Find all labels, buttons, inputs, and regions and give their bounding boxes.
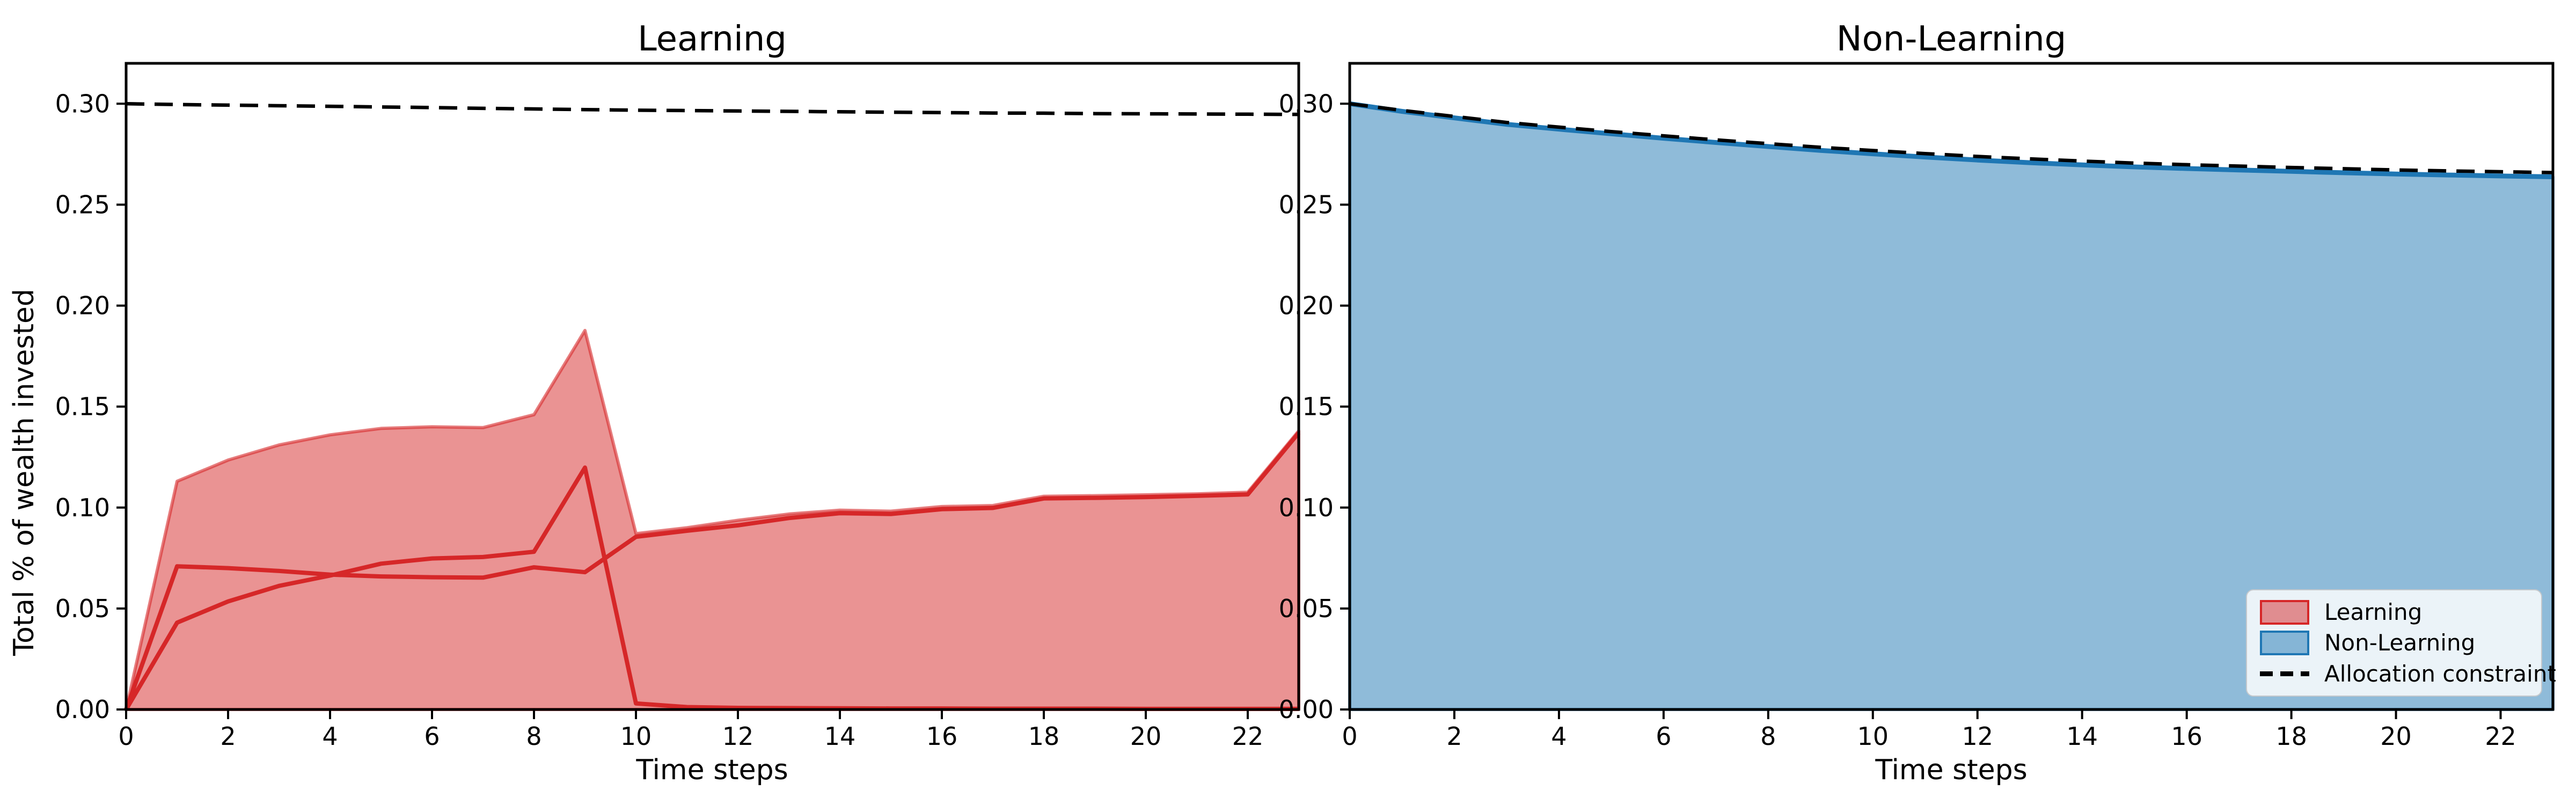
y-tick-label: 0.15 <box>1279 392 1334 421</box>
legend: Learning Non-Learning Allocation constra… <box>2246 589 2556 697</box>
y-tick-label: 0.10 <box>55 493 110 522</box>
x-tick-label: 14 <box>2066 722 2098 751</box>
x-tick-label: 20 <box>2380 722 2412 751</box>
non-learning-panel-title: Non-Learning <box>1836 19 2067 59</box>
y-tick-label: 0.05 <box>1279 594 1334 623</box>
x-axis-label-learning: Time steps <box>635 754 788 786</box>
non-learning-axes-frame <box>1348 62 2555 711</box>
legend-label-allocation-constraint: Allocation constraint <box>2324 660 2556 687</box>
non-learning-area-swatch <box>2260 630 2309 655</box>
x-tick-label: 4 <box>1551 722 1567 751</box>
allocation-constraint-dashed-swatch <box>2260 671 2309 676</box>
x-tick-label: 2 <box>220 722 236 751</box>
legend-label-non-learning: Non-Learning <box>2324 630 2476 656</box>
x-tick-label: 6 <box>1656 722 1671 751</box>
y-axis-label: Total % of wealth invested <box>8 289 40 656</box>
x-tick-label: 22 <box>1232 722 1264 751</box>
x-tick-label: 20 <box>1130 722 1162 751</box>
y-tick-label: 0.10 <box>1279 493 1334 522</box>
non-learning-allocation-constraint <box>1349 102 2553 174</box>
x-tick-label: 16 <box>2171 722 2202 751</box>
x-tick-label: 18 <box>1028 722 1060 751</box>
x-tick-label: 10 <box>620 722 652 751</box>
y-tick-label: 0.00 <box>1279 695 1334 724</box>
x-tick-label: 12 <box>722 722 754 751</box>
learning-panel: 0 2 4 6 8 10 12 14 16 18 20 22 0.00 0.05 0.10 0.15 0.20 0… <box>55 62 1301 751</box>
y-tick-label: 0.15 <box>55 392 110 421</box>
learning-total-invested-area <box>125 328 1300 711</box>
x-tick-label: 4 <box>322 722 338 751</box>
x-tick-label: 0 <box>1342 722 1357 751</box>
non-learning-panel: 0 2 4 6 8 10 12 14 16 18 20 22 0.00 0.05 0.10 0.15 0.20 0… <box>1279 62 2555 751</box>
y-tick-label: 0.25 <box>1279 190 1334 219</box>
learning-panel-title: Learning <box>638 19 787 59</box>
y-tick-label: 0.30 <box>1279 89 1334 118</box>
x-tick-label: 8 <box>526 722 541 751</box>
y-tick-label: 0.20 <box>55 291 110 320</box>
x-tick-label: 22 <box>2485 722 2516 751</box>
legend-label-learning: Learning <box>2324 599 2423 626</box>
x-tick-label: 6 <box>424 722 440 751</box>
x-axis-label-non-learning: Time steps <box>1875 754 2027 786</box>
learning-allocation-constraint <box>126 102 1299 116</box>
x-tick-label: 12 <box>1962 722 1993 751</box>
learning-area-swatch <box>2260 599 2309 625</box>
non-learning-total-invested-line <box>1349 101 2553 179</box>
learning-asset-line-steady <box>124 431 1301 711</box>
x-tick-label: 2 <box>1446 722 1462 751</box>
learning-axes-frame <box>125 62 1300 711</box>
legend-item-non-learning: Non-Learning <box>2260 630 2530 656</box>
x-tick-label: 16 <box>926 722 958 751</box>
x-tick-label: 10 <box>1857 722 1889 751</box>
x-tick-label: 18 <box>2275 722 2307 751</box>
y-tick-label: 0.25 <box>55 190 110 219</box>
legend-item-allocation-constraint: Allocation constraint <box>2260 661 2556 687</box>
x-tick-label: 8 <box>1760 722 1776 751</box>
x-tick-label: 14 <box>824 722 856 751</box>
y-tick-label: 0.20 <box>1279 291 1334 320</box>
y-tick-label: 0.30 <box>55 89 110 118</box>
legend-item-learning: Learning <box>2260 599 2530 625</box>
y-tick-label: 0.05 <box>55 594 110 623</box>
x-tick-label: 0 <box>118 722 134 751</box>
y-tick-label: 0.00 <box>55 695 110 724</box>
